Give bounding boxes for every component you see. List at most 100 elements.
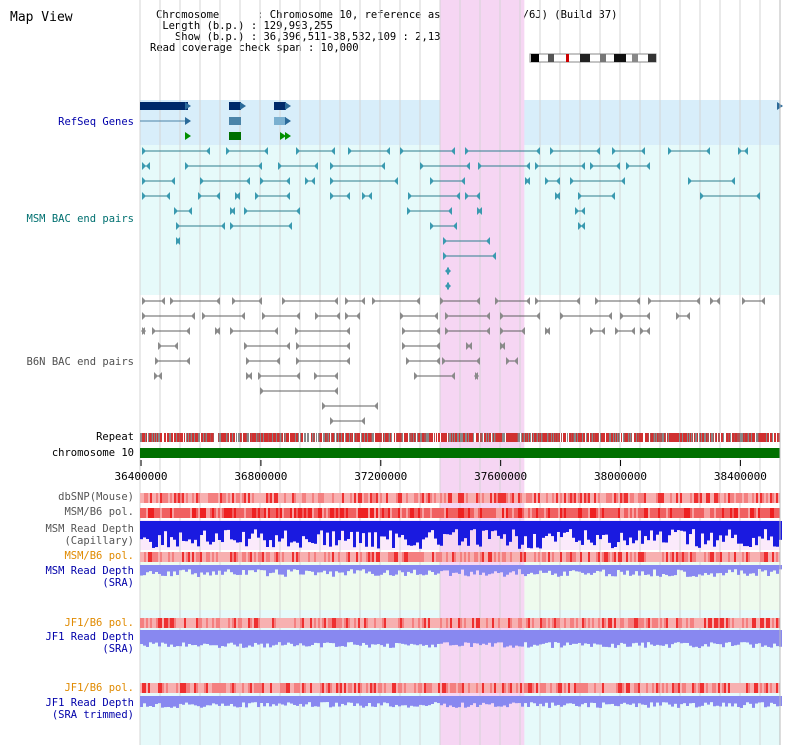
- snp-density: [508, 618, 510, 628]
- snp-density: [694, 618, 696, 628]
- snp-density: [252, 508, 254, 518]
- bac-end: [314, 372, 318, 380]
- depth-bar: [380, 630, 383, 646]
- depth-bar: [443, 565, 446, 571]
- depth-bar: [509, 565, 512, 573]
- depth-bar: [758, 565, 761, 570]
- depth-bar: [374, 565, 377, 576]
- depth-bar: [470, 521, 473, 531]
- depth-bar: [455, 696, 458, 708]
- repeat-element: [553, 433, 554, 442]
- repeat-element: [296, 433, 297, 442]
- depth-bar: [512, 630, 515, 648]
- snp-density: [660, 508, 662, 518]
- snp-density: [674, 552, 676, 562]
- depth-bar: [485, 696, 488, 705]
- repeat-element: [164, 433, 165, 442]
- snp-density: [614, 508, 616, 518]
- snp-density: [518, 683, 520, 693]
- depth-bar: [557, 630, 560, 643]
- snp-density: [574, 683, 576, 693]
- snp-density: [358, 683, 360, 693]
- repeat-track: [140, 433, 780, 442]
- depth-bar: [209, 565, 212, 576]
- depth-bar: [395, 521, 398, 534]
- snp-density: [174, 508, 176, 518]
- snp-density: [588, 618, 590, 628]
- repeat-element: [511, 433, 512, 442]
- depth-bar: [587, 521, 590, 540]
- depth-bar: [725, 521, 728, 536]
- snp-density: [362, 552, 364, 562]
- depth-bar: [725, 565, 728, 573]
- depth-bar: [668, 696, 671, 705]
- depth-bar: [677, 630, 680, 643]
- snp-density: [632, 618, 634, 628]
- bac-end: [216, 297, 220, 305]
- depth-bar: [569, 565, 572, 572]
- depth-bar: [347, 630, 350, 643]
- repeat-element: [415, 433, 416, 442]
- snp-density: [486, 618, 488, 628]
- depth-bar: [365, 696, 368, 707]
- repeat-element: [236, 433, 237, 442]
- repeat-element: [459, 433, 460, 442]
- snp-density: [240, 508, 242, 518]
- snp-density: [532, 552, 534, 562]
- snp-density: [530, 508, 532, 518]
- snp-density: [424, 508, 426, 518]
- snp-density: [410, 618, 412, 628]
- snp-density: [158, 683, 160, 693]
- depth-bar: [266, 565, 269, 577]
- snp-density: [506, 618, 508, 628]
- repeat-element: [679, 433, 680, 442]
- repeat-element: [216, 433, 217, 442]
- repeat-element: [648, 433, 649, 442]
- depth-bar: [518, 696, 521, 704]
- snp-density: [470, 552, 472, 562]
- snp-density: [162, 508, 164, 518]
- repeat-element: [356, 433, 357, 442]
- snp-density: [230, 493, 232, 503]
- snp-density: [360, 618, 362, 628]
- snp-density: [758, 618, 760, 628]
- snp-density: [426, 508, 428, 518]
- snp-density: [722, 493, 724, 503]
- snp-density: [432, 618, 434, 628]
- snp-density: [420, 683, 422, 693]
- snp-density: [350, 508, 352, 518]
- snp-density: [438, 493, 440, 503]
- depth-bar: [725, 696, 728, 707]
- snp-density: [738, 552, 740, 562]
- depth-bar: [254, 521, 257, 530]
- depth-bar: [230, 696, 233, 704]
- snp-density: [256, 493, 258, 503]
- snp-density: [218, 618, 220, 628]
- depth-bar: [155, 521, 158, 548]
- repeat-element: [220, 433, 221, 442]
- snp-density: [154, 508, 156, 518]
- snp-density: [476, 508, 478, 518]
- depth-bar: [776, 630, 779, 647]
- depth-bar: [437, 696, 440, 704]
- repeat-element: [316, 433, 317, 442]
- snp-density: [540, 683, 542, 693]
- repeat-element: [768, 433, 769, 442]
- snp-density: [666, 552, 668, 562]
- depth-bar: [245, 696, 248, 708]
- repeat-element: [291, 433, 292, 442]
- depth-bar: [683, 630, 686, 643]
- snp-density: [660, 683, 662, 693]
- jf1-b6-pol-label: JF1/B6 pol.: [64, 617, 134, 629]
- snp-density: [742, 552, 744, 562]
- snp-density: [722, 618, 724, 628]
- bac-end: [258, 297, 262, 305]
- bac-end: [556, 177, 560, 185]
- snp-density: [568, 508, 570, 518]
- snp-density: [394, 508, 396, 518]
- repeat-element: [144, 433, 145, 442]
- snp-density: [528, 493, 530, 503]
- snp-density: [668, 493, 670, 503]
- repeat-element: [380, 433, 381, 442]
